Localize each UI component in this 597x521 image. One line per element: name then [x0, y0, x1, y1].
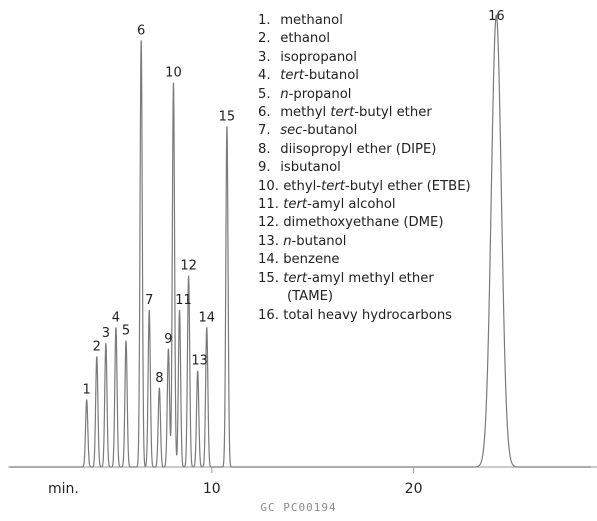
legend-item-text: n	[283, 233, 292, 249]
legend-item-number: 5.	[258, 86, 271, 102]
legend-item-number: 7.	[258, 123, 271, 139]
peak-label-16: 16	[488, 9, 505, 24]
legend-item-text: benzene	[283, 252, 340, 268]
legend-item-text: -butanol	[291, 233, 347, 249]
legend-item-number: 16.	[258, 307, 279, 323]
legend-item-text: methanol	[280, 13, 343, 28]
legend-item: 11. tert-amyl alcohol	[258, 196, 471, 214]
legend-item: 1. methanol	[258, 12, 471, 30]
legend-item-text: n	[280, 86, 289, 102]
peak-label-9: 9	[164, 332, 172, 347]
legend-item-number: 12.	[258, 215, 279, 231]
legend-item-text: -amyl methyl ether	[307, 270, 434, 286]
legend-item: 13. n-butanol	[258, 233, 471, 251]
legend-item: 10. ethyl-tert-butyl ether (ETBE)	[258, 178, 471, 196]
legend-item: 4. tert-butanol	[258, 67, 471, 85]
legend-item: 7. sec-butanol	[258, 122, 471, 140]
image-id-caption: GC PC00194	[260, 501, 337, 514]
legend-item-number: 4.	[258, 68, 271, 84]
legend-item: 5. n-propanol	[258, 86, 471, 104]
legend-item-text: -butanol	[304, 68, 359, 84]
legend-item-number: 15.	[258, 270, 279, 286]
legend-item: 16. total heavy hydrocarbons	[258, 307, 471, 325]
peak-label-5: 5	[122, 324, 130, 339]
peak-label-7: 7	[145, 293, 153, 308]
legend-item-text: tert	[321, 178, 345, 194]
peak-label-12: 12	[180, 259, 197, 274]
legend-item-number: 13.	[258, 233, 279, 249]
legend-item-text: tert	[283, 197, 308, 213]
peak-label-4: 4	[112, 310, 120, 325]
legend-item: 2. ethanol	[258, 30, 471, 48]
legend-item-text: -propanol	[288, 86, 352, 102]
legend-item-text: ethyl-	[283, 178, 322, 194]
peak-label-13: 13	[191, 354, 208, 369]
legend-item-text: total heavy hydrocarbons	[283, 307, 453, 323]
legend-item-text: tert	[283, 270, 308, 286]
legend-item-number: 2.	[258, 31, 271, 47]
legend-item-number: 10.	[258, 178, 279, 194]
legend-item-number: 8.	[258, 141, 271, 157]
legend-item: 15. tert-amyl methyl ether (TAME)	[258, 270, 471, 307]
x-tick-label: 10	[203, 481, 221, 497]
legend-item-number: 14.	[258, 252, 279, 268]
legend-item: 14. benzene	[258, 251, 471, 269]
compound-legend: 1. methanol 2. ethanol 3. isopropanol 4. te…	[258, 12, 471, 325]
legend-item-text: isbutanol	[280, 160, 341, 176]
legend-item: 3. isopropanol	[258, 49, 471, 67]
legend-item-text: diisopropyl ether (DIPE)	[280, 141, 437, 157]
legend-item: 8. diisopropyl ether (DIPE)	[258, 141, 471, 159]
peak-label-14: 14	[198, 310, 215, 325]
peak-label-2: 2	[93, 339, 101, 354]
legend-item-text: isopropanol	[280, 49, 357, 65]
legend-item: 9. isbutanol	[258, 159, 471, 177]
peak-label-8: 8	[155, 371, 163, 386]
peak-label-11: 11	[175, 293, 192, 308]
peak-label-10: 10	[165, 66, 182, 81]
legend-item-text: -amyl alcohol	[307, 197, 396, 213]
legend-item-number: 1.	[258, 13, 271, 28]
legend-item-text: -butanol	[302, 123, 358, 139]
legend-item: 12. dimethoxyethane (DME)	[258, 214, 471, 232]
legend-item-text: methyl	[280, 105, 331, 121]
x-tick-label: 20	[405, 481, 423, 497]
legend-item: 6. methyl tert-butyl ether	[258, 104, 471, 122]
legend-item-number: 6.	[258, 105, 271, 121]
legend-item-number: 9.	[258, 160, 271, 176]
legend-item-continuation: (TAME)	[287, 289, 334, 305]
x-axis-unit-label: min.	[48, 481, 79, 497]
legend-item-text: sec	[280, 123, 303, 139]
peak-label-3: 3	[102, 326, 110, 341]
legend-item-text: -butyl ether	[354, 105, 432, 121]
legend-item-number: 11.	[258, 197, 279, 213]
legend-item-number: 3.	[258, 49, 271, 65]
peak-label-15: 15	[219, 109, 236, 124]
peak-label-1: 1	[83, 382, 91, 397]
peak-label-6: 6	[137, 23, 145, 38]
chromatogram-trace	[10, 14, 591, 468]
legend-item-text: dimethoxyethane (DME)	[283, 215, 444, 231]
legend-item-text: tert	[330, 105, 355, 121]
legend-item-text: -butyl ether (ETBE)	[344, 178, 471, 194]
legend-item-text: ethanol	[280, 31, 331, 47]
legend-item-text: tert	[280, 68, 305, 84]
